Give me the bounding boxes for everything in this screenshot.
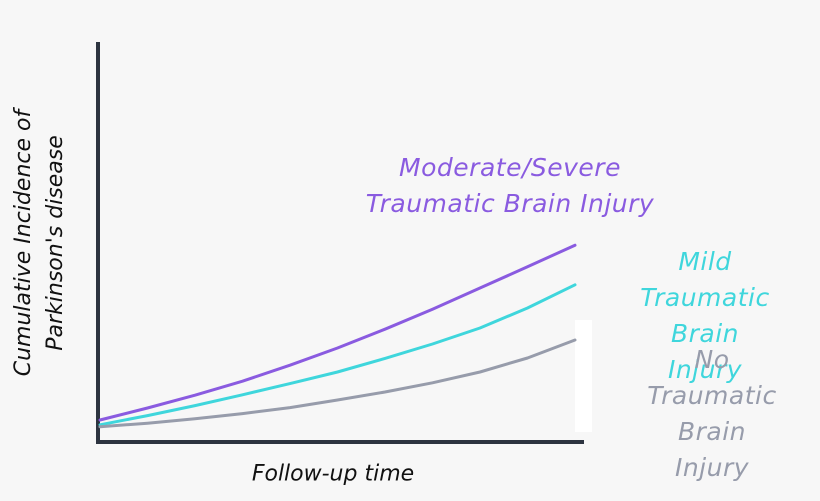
series-line xyxy=(98,338,577,429)
series-line xyxy=(98,243,577,422)
series-label: No Traumatic Brain Injury xyxy=(647,345,777,482)
series-line xyxy=(98,283,577,427)
series-label: Moderate/Severe Traumatic Brain Injury xyxy=(365,153,655,218)
series-label: Mild Traumatic Brain Injury xyxy=(640,247,770,384)
x-axis-label: Follow-up time xyxy=(251,461,415,487)
backdrop xyxy=(575,320,592,432)
y-axis-label: Cumulative Incidence of Parkinson's dise… xyxy=(11,109,68,377)
